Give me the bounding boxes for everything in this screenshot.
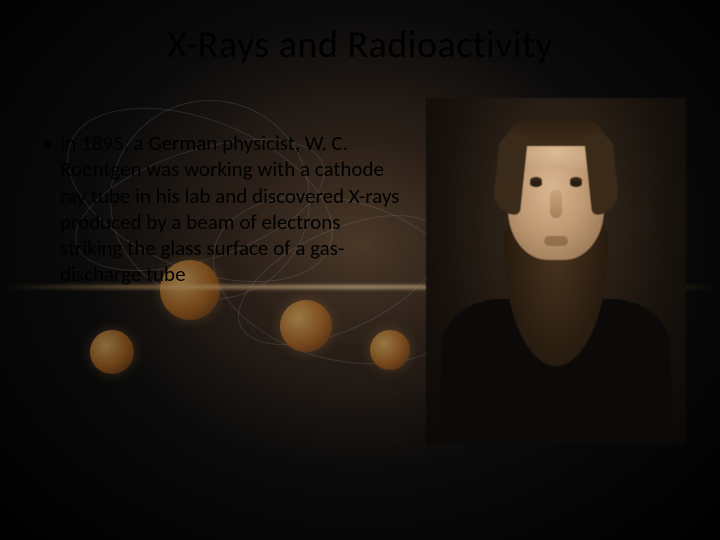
slide-title: X-Rays and Radioactivity — [0, 22, 720, 68]
slide-body: • In 1895, a German physicist, W. C. Roe… — [42, 130, 402, 288]
bullet-marker: • — [42, 130, 60, 288]
slide: X-Rays and Radioactivity • In 1895, a Ge… — [0, 0, 720, 540]
roentgen-portrait-image — [426, 98, 686, 444]
bullet-text: In 1895, a German physicist, W. C. Roent… — [60, 130, 402, 288]
bullet-item: • In 1895, a German physicist, W. C. Roe… — [42, 130, 402, 288]
